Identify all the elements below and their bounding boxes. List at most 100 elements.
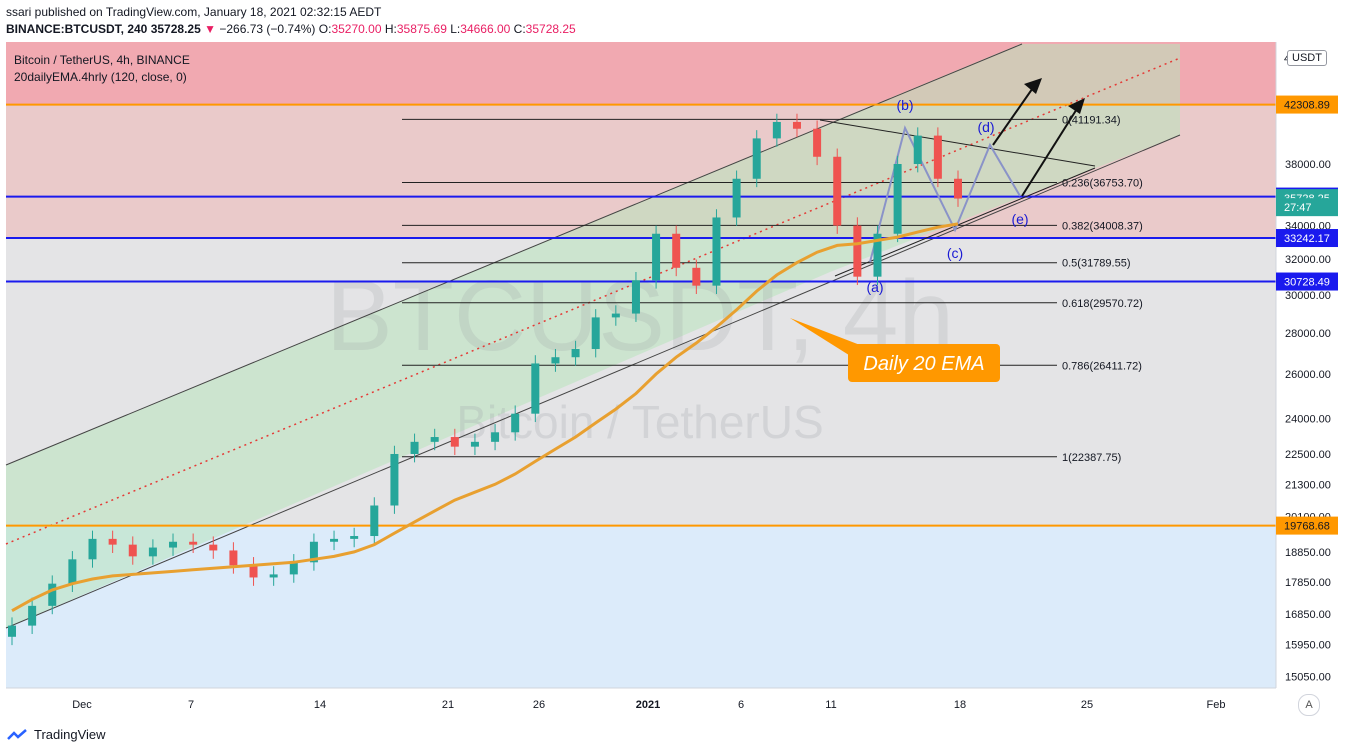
- fib-label: 0.618(29570.72): [1062, 298, 1143, 310]
- y-tick-label: 32000.00: [1285, 254, 1331, 266]
- wave-label: (c): [947, 245, 963, 261]
- candle-body: [813, 128, 822, 157]
- legend-pair: Bitcoin / TetherUS, 4h, BINANCE: [14, 53, 190, 67]
- candle-body: [712, 217, 721, 286]
- candle-body: [692, 267, 701, 286]
- candle-body: [511, 413, 520, 433]
- y-tick-label: 38000.00: [1285, 159, 1331, 171]
- candle-body: [954, 178, 962, 199]
- callout-text: Daily 20 EMA: [863, 353, 984, 375]
- x-tick-label: 7: [188, 699, 194, 711]
- candle-body: [672, 233, 681, 268]
- fib-label: 0.5(31789.55): [1062, 258, 1131, 270]
- candle-body: [289, 562, 298, 575]
- price-change: −266.73 (−0.74%): [219, 22, 316, 36]
- y-tick-label: 22500.00: [1285, 449, 1331, 461]
- y-tick-label: 28000.00: [1285, 328, 1331, 340]
- channel-midline: [5, 57, 1181, 545]
- x-tick-label: 18: [954, 699, 966, 711]
- price-label-text: 33242.17: [1284, 233, 1330, 245]
- candle-body: [732, 178, 741, 218]
- price-label-text: 27:47: [1284, 202, 1312, 214]
- x-tick-label: 14: [314, 699, 326, 711]
- candle-body: [551, 357, 560, 364]
- fib-label: 0.786(26411.72): [1062, 360, 1142, 372]
- candle-body: [169, 541, 178, 548]
- arrow-up2-line: [1021, 103, 1081, 197]
- y-tick-label: 21300.00: [1285, 479, 1331, 491]
- last-price: 35728.25: [150, 22, 201, 36]
- candle-body: [652, 233, 661, 281]
- x-tick-label: 25: [1081, 699, 1093, 711]
- currency-button[interactable]: USDT: [1287, 50, 1327, 66]
- candle-body: [873, 233, 882, 277]
- candle-body: [772, 121, 781, 139]
- tradingview-logo-icon: [7, 728, 27, 740]
- fib-label: 0.236(36753.70): [1062, 177, 1143, 189]
- y-tick-label: 15050.00: [1285, 672, 1331, 684]
- candle-body: [390, 453, 399, 506]
- candle-body: [470, 441, 479, 447]
- close-value: 35728.25: [525, 22, 576, 36]
- candle-body: [833, 156, 842, 226]
- published-line: ssari published on TradingView.com, Janu…: [6, 5, 382, 19]
- candle-body: [893, 164, 902, 234]
- x-tick-label: 11: [825, 699, 836, 711]
- candle-body: [88, 538, 97, 560]
- candle-body: [430, 437, 439, 442]
- legend-indicator: 20dailyEMA.4hrly (120, close, 0): [14, 70, 187, 84]
- candle-body: [491, 432, 500, 442]
- channel-lower-line: [5, 134, 1181, 629]
- candle-body: [531, 363, 540, 414]
- y-tick-label: 16850.00: [1285, 609, 1331, 621]
- x-tick-label: 21: [442, 699, 454, 711]
- candle-body: [209, 544, 218, 551]
- candle-body: [853, 225, 862, 277]
- y-tick-label: 26000.00: [1285, 369, 1331, 381]
- wave-path: [869, 125, 1021, 263]
- candle-body: [611, 313, 620, 318]
- low-value: 34666.00: [460, 22, 511, 36]
- candle-body: [792, 121, 801, 129]
- high-value: 35875.69: [396, 22, 447, 36]
- candle-body: [309, 541, 318, 563]
- auto-scale-button[interactable]: A: [1298, 694, 1320, 716]
- wave-label: (b): [896, 97, 913, 113]
- price-label-tag: [1276, 198, 1338, 217]
- candle-body: [128, 544, 137, 557]
- candle-body: [913, 135, 922, 164]
- triangle-upper-line: [819, 119, 1096, 167]
- open-value: 35270.00: [331, 22, 382, 36]
- fib-label: 0.382(34008.37): [1062, 220, 1143, 232]
- x-tick-label: Dec: [72, 699, 92, 711]
- candle-body: [933, 135, 942, 179]
- footer-brand[interactable]: TradingView: [6, 727, 106, 742]
- candle-body: [410, 441, 419, 454]
- y-tick-label: 18850.00: [1285, 547, 1331, 559]
- candle-body: [48, 583, 57, 606]
- candle-body: [571, 349, 580, 358]
- candle-body: [249, 565, 258, 578]
- candle-body: [148, 547, 157, 557]
- ohlc-line: BINANCE:BTCUSDT, 240 35728.25 ▼ −266.73 …: [6, 22, 576, 36]
- price-axis: [1276, 42, 1348, 688]
- arrow-up-head: [1024, 78, 1042, 94]
- candle-body: [68, 559, 77, 584]
- y-tick-label: 24000.00: [1285, 413, 1331, 425]
- y-tick-label: 17850.00: [1285, 577, 1331, 589]
- x-tick-label: 2021: [636, 699, 660, 711]
- candle-body: [269, 574, 278, 578]
- ema-line: [11, 222, 959, 613]
- wave-label: (e): [1011, 211, 1028, 227]
- price-label-text: 30728.49: [1284, 277, 1330, 289]
- candle-body: [591, 317, 600, 350]
- y-tick-label: 15950.00: [1285, 639, 1331, 651]
- low-label: L:: [450, 22, 461, 36]
- symbol-line: BINANCE:BTCUSDT, 240: [6, 22, 148, 36]
- arrow-up-line: [992, 81, 1038, 146]
- price-label-text: 19768.68: [1284, 521, 1330, 533]
- candle-body: [189, 541, 198, 545]
- y-tick-label: 30000.00: [1285, 290, 1331, 302]
- candle-body: [229, 550, 238, 566]
